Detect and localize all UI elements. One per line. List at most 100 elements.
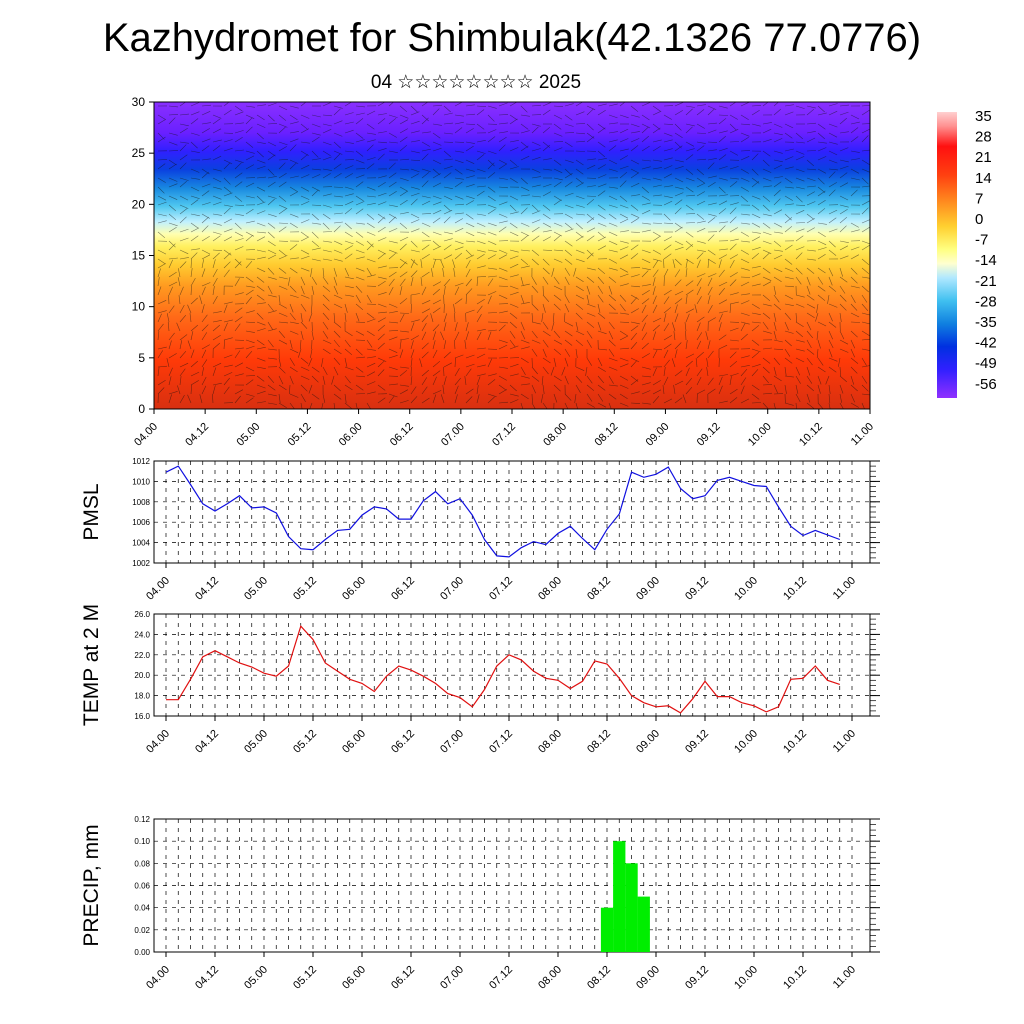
wind-vector	[245, 234, 254, 242]
wind-vector	[751, 177, 760, 184]
wind-vector	[223, 339, 225, 350]
wind-vector	[597, 294, 604, 303]
wind-vector	[553, 123, 562, 130]
wind-vector	[267, 267, 275, 275]
wind-vector	[321, 402, 324, 409]
wind-vector	[322, 222, 330, 230]
x-tick-label: 10.00	[732, 728, 760, 756]
wind-vector	[168, 222, 178, 227]
wind-vector	[289, 339, 293, 349]
wind-vector	[619, 393, 628, 400]
wind-vector	[410, 386, 417, 395]
wind-vector	[245, 208, 254, 215]
wind-vector	[685, 268, 688, 278]
wind-vector	[421, 369, 429, 377]
wind-vector	[333, 150, 343, 155]
wind-vector	[608, 168, 618, 172]
wind-vector	[245, 182, 255, 188]
wind-vector	[322, 267, 325, 278]
wind-vector	[465, 368, 472, 377]
wind-vector	[333, 393, 342, 400]
wind-vector	[828, 330, 833, 340]
wind-vector	[179, 128, 188, 134]
wind-vector	[333, 105, 343, 109]
colorbar-label: -14	[975, 252, 997, 269]
wind-vector	[300, 294, 310, 299]
wind-vector	[751, 339, 760, 346]
wind-vector	[399, 340, 402, 350]
wind-vector	[729, 166, 739, 170]
wind-vector	[509, 384, 517, 392]
wind-vector	[751, 195, 761, 200]
wind-vector	[861, 258, 870, 266]
wind-vector	[223, 252, 231, 260]
wind-vector	[586, 198, 595, 206]
wind-vector	[443, 362, 453, 368]
wind-vector	[729, 279, 737, 287]
wind-vector	[520, 130, 530, 134]
wind-vector	[388, 252, 396, 260]
x-tick-label: 09.12	[695, 421, 723, 449]
wind-vector	[706, 367, 709, 377]
wind-vector	[531, 195, 541, 198]
wind-vector	[157, 310, 167, 314]
wind-vector	[223, 337, 233, 341]
wind-vector	[311, 393, 320, 400]
wind-vector	[861, 321, 870, 325]
wind-vector	[201, 304, 205, 314]
wind-vector	[597, 127, 606, 134]
wind-vector	[168, 183, 178, 188]
wind-vector	[861, 312, 870, 316]
wind-vector	[179, 261, 187, 269]
wind-vector	[729, 376, 732, 386]
wind-vector	[861, 240, 870, 245]
wind-vector	[828, 228, 838, 233]
wind-vector	[498, 285, 509, 287]
wind-vector	[520, 294, 525, 304]
wind-vector	[322, 123, 332, 127]
wind-vector	[201, 376, 207, 386]
wind-vector	[223, 228, 233, 233]
wind-vector	[795, 132, 803, 140]
y-tick-label: 1004	[132, 539, 150, 548]
wind-vector	[432, 217, 441, 224]
wind-vector	[322, 240, 332, 243]
wind-vector	[597, 103, 607, 107]
wind-vector	[454, 240, 464, 245]
wind-vector	[553, 339, 563, 345]
wind-vector	[454, 368, 460, 377]
wind-vector	[267, 328, 277, 332]
wind-vector	[245, 155, 255, 161]
wind-vector	[388, 228, 398, 233]
wind-vector	[432, 141, 442, 146]
wind-vector	[443, 366, 445, 377]
wind-vector	[366, 348, 376, 351]
wind-vector	[817, 253, 826, 260]
wind-vector	[641, 177, 651, 181]
wind-vector	[289, 131, 299, 134]
wind-vector	[190, 384, 192, 395]
wind-vector	[861, 285, 869, 293]
wind-vector	[300, 366, 310, 371]
wind-vector	[377, 253, 386, 260]
wind-vector	[234, 195, 243, 202]
wind-vector	[542, 144, 550, 152]
wind-vector	[641, 202, 651, 206]
wind-vector	[421, 148, 431, 152]
wind-vector	[674, 313, 679, 323]
wind-vector	[432, 331, 437, 341]
wind-vector	[674, 145, 683, 152]
wind-vector	[410, 319, 420, 323]
wind-vector	[256, 346, 266, 350]
wind-vectors	[157, 102, 870, 409]
wind-vector	[619, 321, 630, 323]
wind-vector	[762, 330, 772, 334]
wind-vector	[234, 181, 243, 188]
wind-vector	[344, 384, 353, 391]
wind-vector	[608, 321, 615, 330]
y-axis-label: PRECIP, mm	[80, 824, 103, 946]
wind-vector	[630, 253, 639, 260]
wind-vector	[432, 108, 440, 116]
wind-vector	[662, 385, 665, 395]
